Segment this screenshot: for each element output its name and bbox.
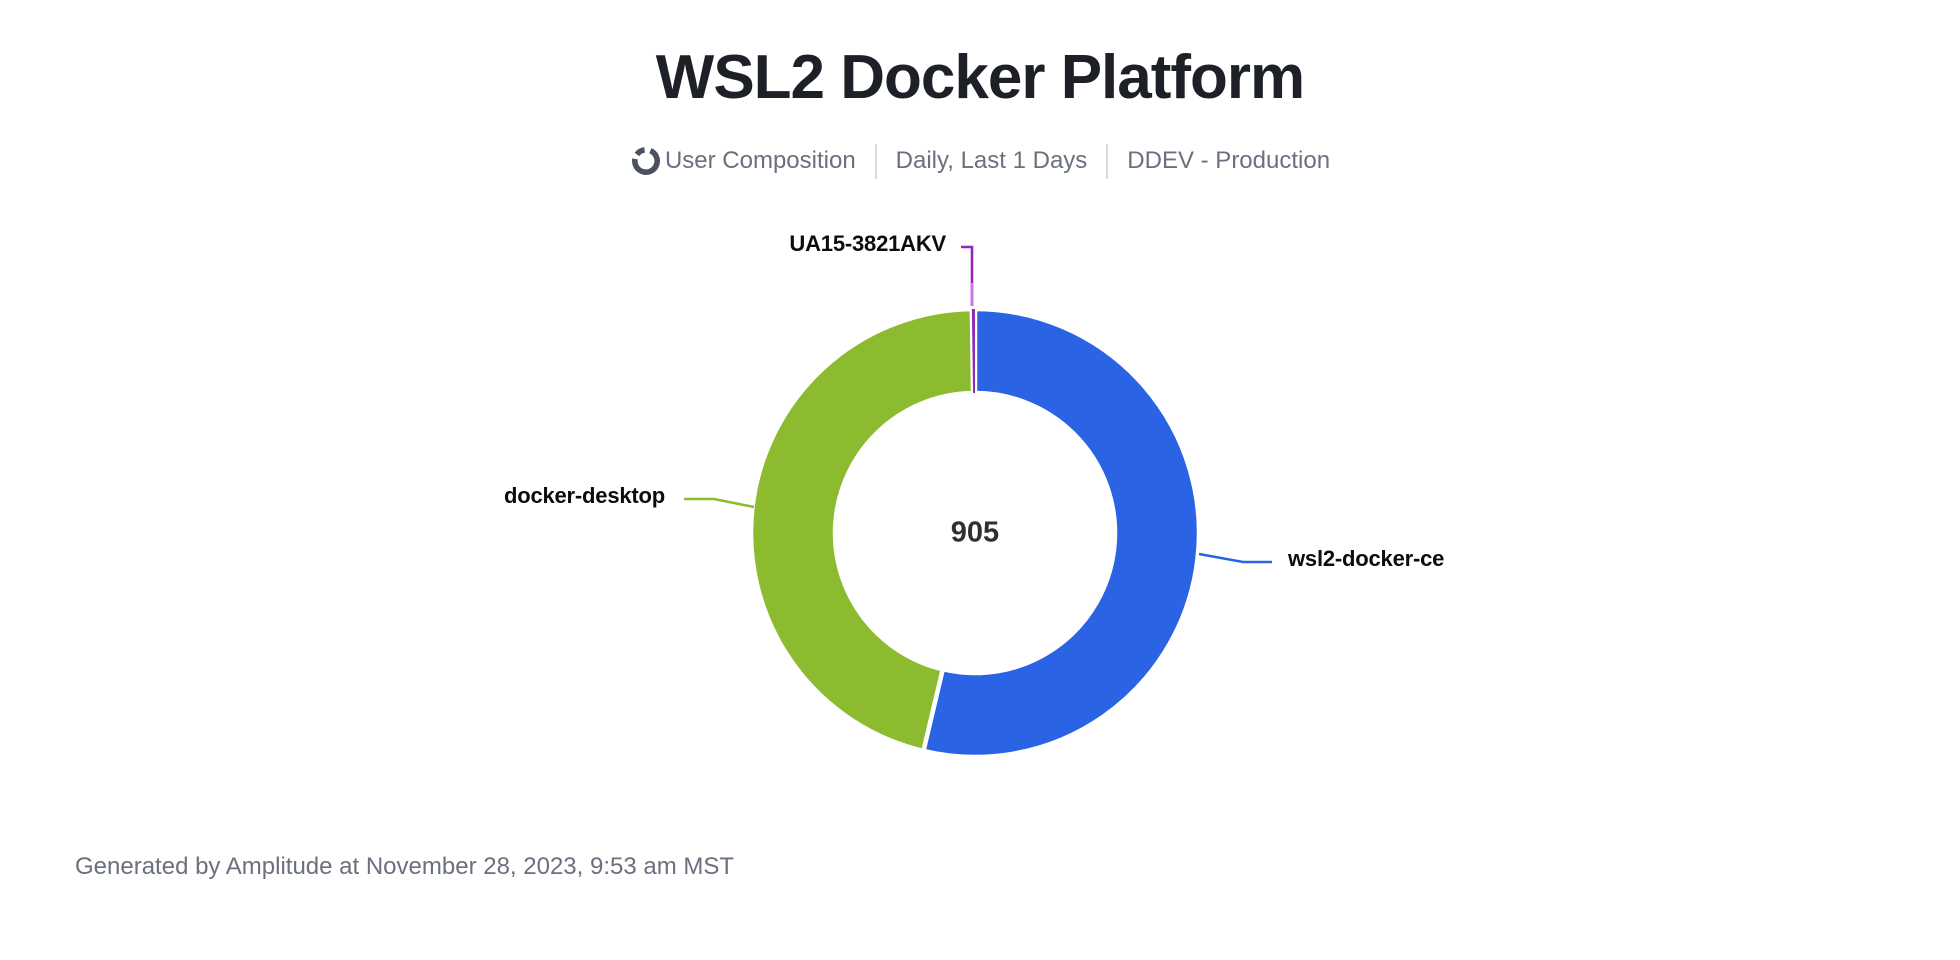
metric-type-item: User Composition bbox=[630, 145, 856, 177]
meta-divider-icon bbox=[874, 143, 877, 179]
date-range-label: Daily, Last 1 Days bbox=[895, 147, 1088, 175]
callout-line-docker-desktop bbox=[684, 497, 755, 509]
metric-type-label: User Composition bbox=[664, 147, 856, 175]
donut-segment-docker-desktop bbox=[750, 308, 976, 754]
meta-divider-icon bbox=[1106, 143, 1109, 179]
report-header: WSL2 Docker Platform User Composition Da… bbox=[0, 0, 1960, 180]
donut-segments-svg bbox=[750, 308, 1200, 758]
donut-segment-wsl2-docker-ce bbox=[921, 308, 1200, 758]
donut-chart-icon bbox=[631, 147, 660, 176]
report-footer: Generated by Amplitude at November 28, 2… bbox=[75, 853, 734, 881]
callout-line-ua15 bbox=[961, 245, 974, 306]
chart-title: WSL2 Docker Platform bbox=[655, 43, 1305, 112]
segment-label-ua15: UA15-3821AKV bbox=[789, 231, 946, 256]
donut-segment-UA15-3821AKV bbox=[971, 308, 975, 394]
generated-by-text: Generated by Amplitude at November 28, 2… bbox=[75, 853, 735, 880]
donut-center-total: 905 bbox=[950, 516, 1000, 549]
callout-line-wsl2-docker-ce bbox=[1198, 552, 1272, 564]
chart-meta-row: User Composition Daily, Last 1 Days DDEV… bbox=[0, 142, 1960, 180]
project-label: DDEV - Production bbox=[1127, 147, 1331, 175]
segment-label-wsl2-docker-ce: wsl2-docker-ce bbox=[1288, 546, 1445, 571]
segment-label-docker-desktop: docker-desktop bbox=[503, 483, 665, 508]
